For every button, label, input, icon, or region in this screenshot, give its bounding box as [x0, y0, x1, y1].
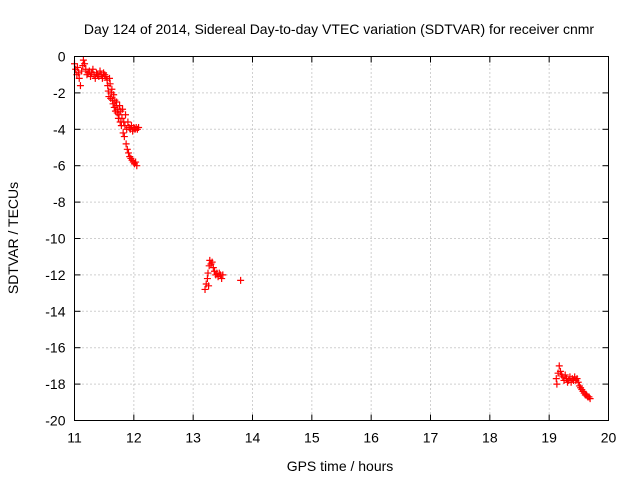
x-tick-label: 20 — [601, 430, 617, 446]
x-axis-label: GPS time / hours — [287, 458, 394, 474]
data-point — [102, 73, 110, 81]
data-point — [108, 85, 116, 93]
data-point — [573, 375, 581, 383]
data-point — [123, 145, 131, 153]
data-point — [91, 74, 99, 82]
data-point — [73, 63, 81, 71]
y-tick-label: -14 — [45, 303, 65, 319]
data-points — [71, 56, 594, 403]
chart-title: Day 124 of 2014, Sidereal Day-to-day VTE… — [84, 21, 594, 37]
data-point — [106, 80, 114, 88]
data-point — [115, 111, 123, 119]
y-tick-label: -8 — [53, 194, 66, 210]
data-point — [76, 82, 84, 90]
data-point — [110, 91, 118, 99]
data-point — [122, 140, 130, 148]
data-point — [121, 122, 129, 130]
data-point — [237, 276, 245, 284]
data-point — [205, 282, 213, 290]
x-tick-label: 16 — [363, 430, 379, 446]
y-axis-label: SDTVAR / TECUs — [5, 182, 21, 294]
data-point — [122, 111, 130, 119]
data-point — [87, 73, 95, 81]
y-tick-label: -4 — [53, 121, 66, 137]
data-point — [586, 395, 594, 403]
x-tick-label: 14 — [245, 430, 261, 446]
y-tick-label: -20 — [45, 413, 65, 429]
plot-frame — [74, 56, 609, 421]
data-point — [219, 271, 227, 279]
x-tick-label: 18 — [482, 430, 498, 446]
data-point — [574, 378, 582, 386]
data-point — [561, 371, 569, 379]
data-point — [556, 367, 564, 375]
data-point — [201, 285, 209, 293]
y-tick-labels: 0 -2 -4 -6 -8 -10 -12 -14 -16 -18 -20 — [45, 49, 65, 429]
y-tick-label: -10 — [45, 231, 65, 247]
data-point — [118, 114, 126, 122]
data-point — [133, 162, 141, 170]
data-point — [89, 65, 97, 73]
grid-lines — [74, 56, 609, 421]
y-tick-label: -2 — [53, 85, 66, 101]
x-tick-label: 17 — [423, 430, 439, 446]
data-point — [124, 118, 132, 126]
y-tick-label: -12 — [45, 267, 65, 283]
data-point — [204, 269, 212, 277]
x-tick-label: 12 — [126, 430, 142, 446]
data-point — [120, 133, 128, 141]
data-point — [79, 56, 87, 64]
data-point — [132, 158, 140, 166]
x-tick-label: 13 — [185, 430, 201, 446]
data-point — [218, 275, 226, 283]
data-point — [82, 65, 90, 73]
data-point — [81, 60, 89, 68]
data-point — [113, 98, 121, 106]
data-point — [96, 67, 104, 75]
data-point — [208, 258, 216, 266]
data-point — [116, 102, 124, 110]
x-tick-labels: 11 12 13 14 15 16 17 18 19 20 — [67, 430, 616, 446]
x-tick-label: 15 — [304, 430, 320, 446]
y-tick-label: -6 — [53, 158, 66, 174]
x-tick-label: 11 — [67, 430, 82, 446]
data-point — [98, 74, 106, 82]
y-tick-label: -16 — [45, 340, 65, 356]
x-tick-label: 19 — [541, 430, 557, 446]
data-point — [553, 380, 561, 388]
data-point — [75, 74, 83, 82]
y-tick-label: 0 — [58, 49, 66, 65]
data-point — [555, 362, 563, 370]
data-point — [209, 264, 217, 272]
y-tick-label: -18 — [45, 376, 65, 392]
data-point — [135, 123, 143, 131]
data-point — [119, 105, 127, 113]
data-point — [124, 149, 132, 157]
data-point — [78, 67, 86, 75]
data-point — [119, 129, 127, 137]
